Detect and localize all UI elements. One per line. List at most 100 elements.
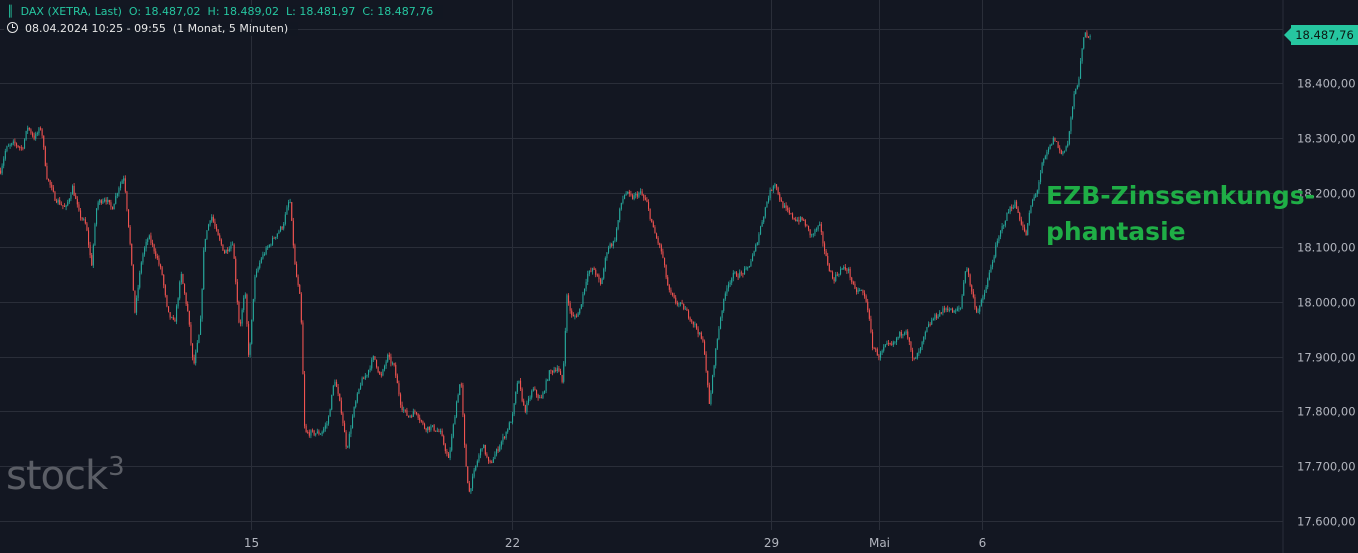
candle-body [884,344,886,348]
candle-body [518,380,520,384]
candle-body [708,385,710,404]
candle-body [606,252,608,259]
candle-body [113,203,115,210]
candle-body [371,359,373,369]
candle-body [144,248,146,255]
candle-body [968,268,970,275]
candle-body [214,221,216,227]
candle-body [22,147,24,149]
candle-body [182,274,184,285]
candle-body [339,393,341,401]
candle-body [1076,85,1078,90]
candle-body [1,165,3,174]
candle-body [950,308,952,310]
candle-body [180,274,182,283]
candle-body [644,197,646,200]
candle-body [499,446,501,451]
symbol-name[interactable]: DAX (XETRA, Last) [20,5,122,18]
candle-body [36,133,38,134]
candle-body [400,394,402,405]
time-axis[interactable]: 15 22 29 Mai 6 [244,536,986,550]
candle-body [760,226,762,235]
candle-body [24,139,26,149]
candle-body [121,180,123,184]
candle-body [598,275,600,280]
candle-body [721,310,723,318]
candle-body [769,189,771,199]
candle-body [244,294,246,298]
y-tick-label: 18.000,00 [1297,296,1356,310]
candle-body [1014,201,1016,208]
candle-body [441,430,443,437]
candle-body [668,285,670,290]
candle-body [288,202,290,208]
candle-body [1049,144,1051,149]
date-range: 08.04.2024 10:25 - 09:55 [25,22,166,35]
candle-body [707,370,709,386]
candle-body [11,143,13,145]
candle-body [252,298,254,320]
candle-body [920,347,922,352]
candle-body [395,364,397,376]
candle-body [560,371,562,376]
candle-body [1030,205,1032,213]
candle-body [193,357,195,364]
candle-body [819,224,821,226]
candle-body [955,310,957,312]
candle-body [670,289,672,293]
candle-body [134,290,136,313]
candle-body [273,237,275,239]
candle-body [49,180,51,185]
candle-body [830,270,832,273]
candle-body [60,204,62,206]
candle-body [876,349,878,356]
candle-body [697,328,699,334]
candle-body [931,320,933,325]
candle-body [1025,231,1027,236]
candle-body [20,147,22,149]
candle-body [265,247,267,255]
candle-body [1017,208,1019,214]
candle-body [337,387,339,394]
candle-body [750,261,752,266]
candle-body [908,337,910,342]
candle-body [377,366,379,372]
candle-body [982,296,984,300]
candle-body [646,199,648,203]
price-axis[interactable]: 18.500,0018.400,0018.300,0018.200,0018.1… [1297,23,1356,529]
candle-body [312,430,314,432]
candle-body [659,243,661,246]
candle-body [230,244,232,249]
candle-body [787,207,789,211]
candle-body [680,302,682,304]
close-value: C: 18.487,76 [362,5,434,18]
candle-body [475,465,477,471]
candle-body [995,245,997,257]
candle-body [174,319,176,322]
candle-body [262,254,264,259]
candle-body [588,270,590,274]
candle-body [94,224,96,246]
candle-body [926,327,928,333]
candle-body [497,449,499,451]
candle-body [440,430,442,432]
candle-body [1048,148,1050,152]
x-tick-label: Mai [869,536,890,550]
candle-body [188,310,190,325]
candle-body [584,288,586,295]
candle-body [902,334,904,336]
candle-body [204,238,206,251]
candle-body [419,417,421,421]
candle-body [228,248,230,252]
candle-body [536,389,538,395]
candle-body [763,216,765,223]
candle-body [150,235,152,243]
candle-body [481,448,483,450]
candle-body [222,244,224,251]
candle-body [1040,173,1042,182]
candle-body [145,241,147,249]
candle-body [192,343,194,358]
candle-body [56,200,58,203]
candle-body [720,317,722,329]
